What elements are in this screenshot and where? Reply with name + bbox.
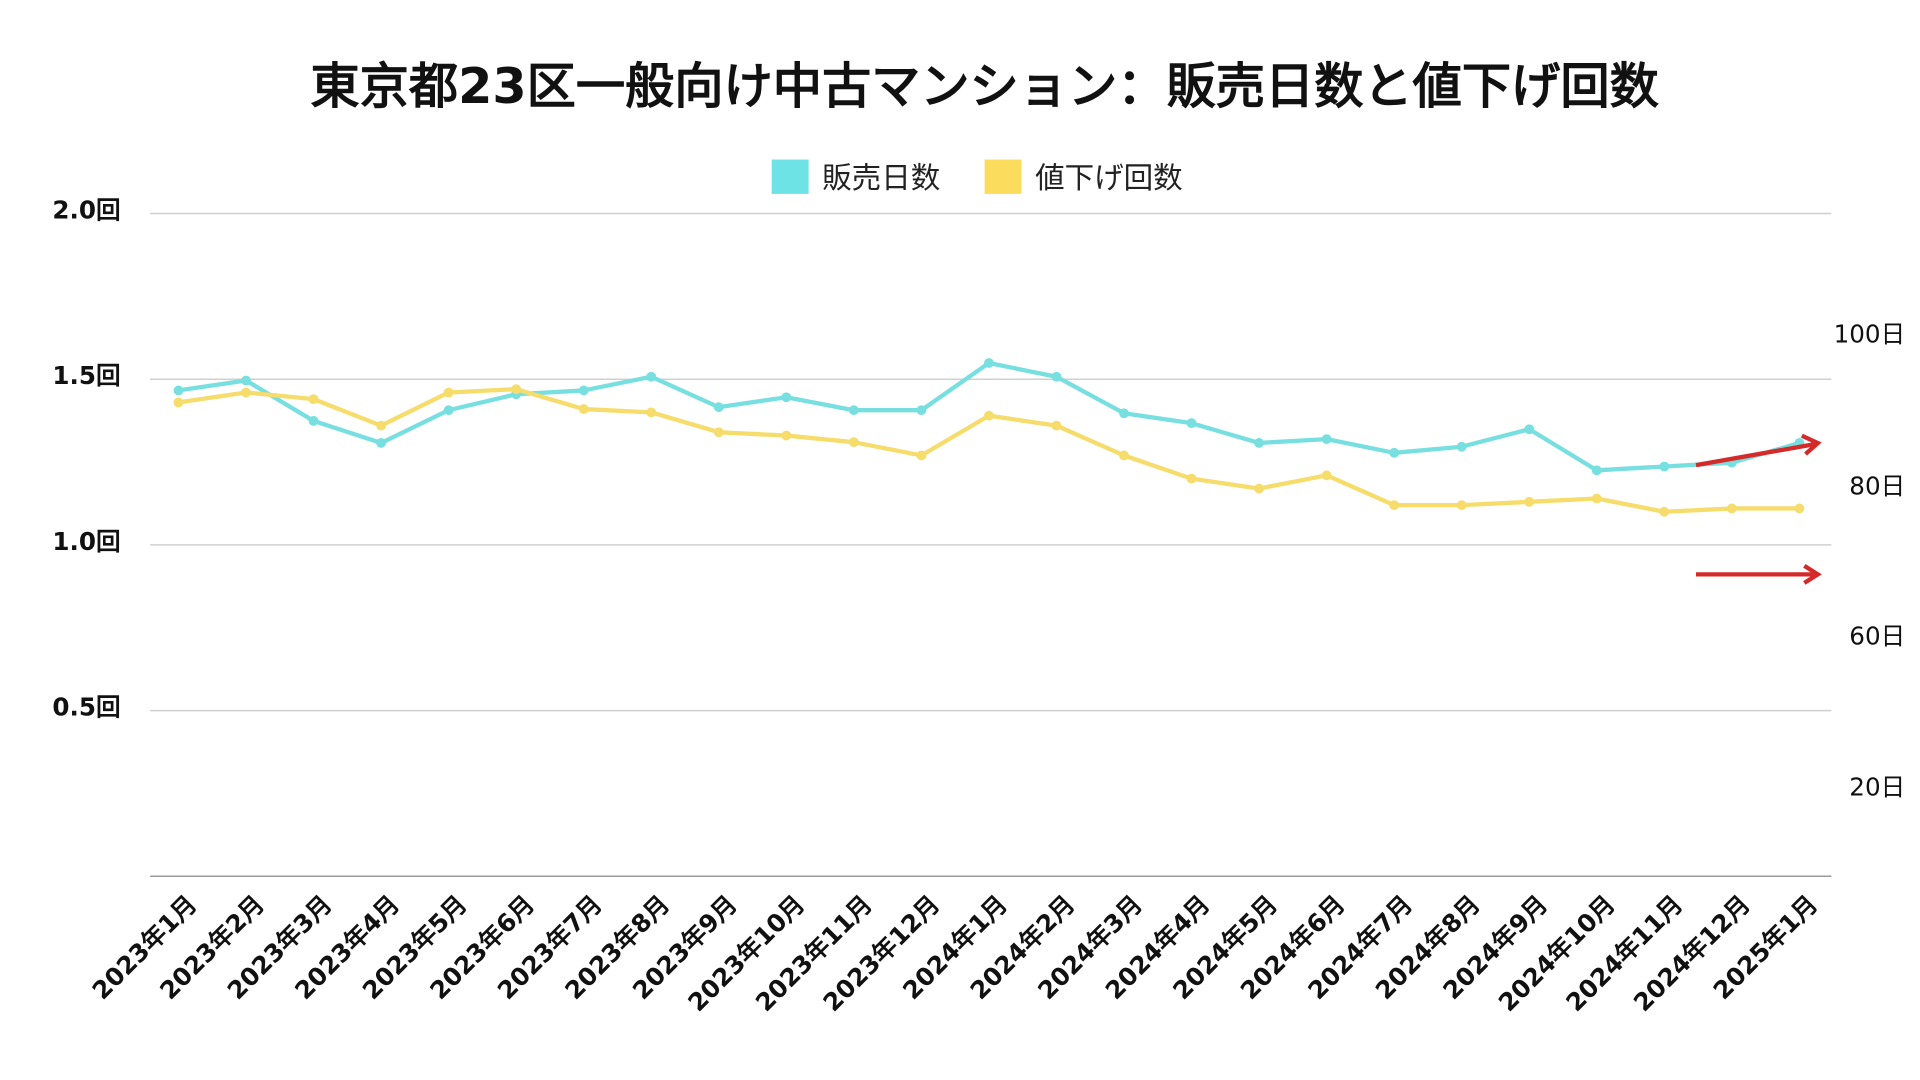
data-point xyxy=(1321,434,1332,445)
data-point xyxy=(713,427,724,438)
data-point xyxy=(1524,424,1535,435)
data-point xyxy=(443,405,454,416)
data-point xyxy=(646,407,657,418)
y-tick-label-right: 100日 xyxy=(1834,319,1906,348)
arrow-flat-head xyxy=(1803,563,1822,585)
y-tick-label-right: 60日 xyxy=(1849,621,1905,650)
legend-swatch-days xyxy=(771,159,809,194)
data-point xyxy=(1659,506,1670,517)
arrow-up-head xyxy=(1800,433,1822,456)
data-point xyxy=(376,438,386,448)
legend: 販売日数 値下げ回数 xyxy=(771,159,1183,195)
data-point xyxy=(1051,371,1062,382)
data-point xyxy=(1659,461,1670,472)
data-point xyxy=(376,420,386,431)
data-point xyxy=(1726,503,1737,514)
data-point xyxy=(1321,470,1332,481)
data-point xyxy=(1524,496,1535,507)
chart-title: 東京都23区一般向け中古マンション：販売日数と値下げ回数 xyxy=(310,57,1659,115)
data-point xyxy=(1254,438,1264,448)
data-point xyxy=(173,397,184,408)
legend-swatch-price-cuts xyxy=(984,159,1022,194)
data-point xyxy=(916,450,927,461)
data-point xyxy=(511,384,522,395)
y-tick-label-right: 80日 xyxy=(1849,472,1905,501)
data-point xyxy=(848,437,859,448)
data-point xyxy=(1119,408,1129,419)
data-point xyxy=(1389,500,1400,511)
data-point xyxy=(984,410,994,421)
data-point xyxy=(713,402,724,413)
data-point xyxy=(173,385,184,396)
data-point xyxy=(241,387,251,398)
data-point xyxy=(781,430,792,441)
series-days xyxy=(173,358,1805,476)
data-point xyxy=(1591,465,1602,476)
series-line xyxy=(178,387,1800,514)
data-point xyxy=(1389,447,1400,458)
data-point xyxy=(578,404,589,414)
data-point xyxy=(1186,418,1197,429)
data-point xyxy=(578,385,589,396)
data-point xyxy=(1456,500,1467,511)
y-tick-label-left: 0.5回 xyxy=(52,693,120,722)
data-point xyxy=(308,415,319,426)
data-point xyxy=(1051,420,1062,431)
data-point xyxy=(1794,503,1805,514)
data-point xyxy=(984,358,994,368)
legend-label-price-cuts: 値下げ回数 xyxy=(1035,161,1183,195)
arrow-up-line xyxy=(1695,442,1815,468)
data-point xyxy=(1254,483,1264,494)
data-point xyxy=(241,375,251,386)
data-point xyxy=(1119,450,1129,461)
data-point xyxy=(781,392,792,403)
data-point xyxy=(1591,493,1602,504)
y-tick-label-right: 20日 xyxy=(1849,772,1905,801)
data-point xyxy=(443,387,454,398)
y-tick-label-left: 1.0回 xyxy=(52,527,120,556)
data-point xyxy=(646,371,657,382)
data-point xyxy=(916,405,927,416)
data-point xyxy=(1186,473,1197,484)
series-price-cuts xyxy=(173,384,1805,517)
y-tick-label-left: 1.5回 xyxy=(52,361,120,390)
trend-arrows xyxy=(1695,433,1822,585)
data-point xyxy=(308,394,319,405)
data-point xyxy=(1456,441,1467,452)
data-point xyxy=(848,405,859,416)
y-tick-label-left: 2.0回 xyxy=(52,195,120,224)
legend-label-days: 販売日数 xyxy=(822,161,940,195)
